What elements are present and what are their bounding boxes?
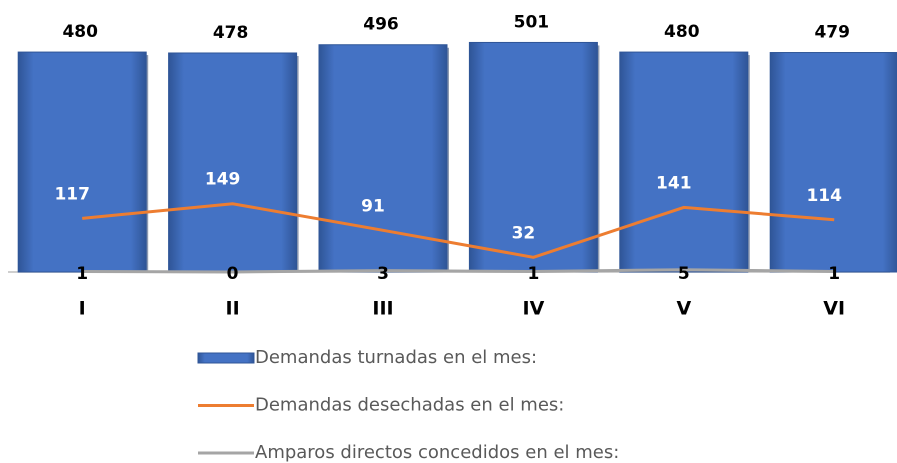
bar-value-label: 480 xyxy=(62,22,98,42)
bar xyxy=(769,52,897,273)
bar xyxy=(468,41,598,273)
legend-label: Demandas turnadas en el mes: xyxy=(255,347,537,368)
x-tick-label: V xyxy=(676,298,691,320)
line-value-label: 114 xyxy=(806,186,842,206)
line-value-label: 91 xyxy=(361,196,385,216)
x-tick-label: I xyxy=(79,298,86,320)
legend-label: Amparos directos concedidos en el mes: xyxy=(255,442,619,463)
x-tick-label: II xyxy=(226,298,240,320)
bar xyxy=(17,51,147,273)
line-value-label: 149 xyxy=(205,170,241,190)
bar xyxy=(318,44,448,273)
x-tick-label: III xyxy=(372,298,393,320)
bar-value-label: 479 xyxy=(814,23,850,43)
line-value-label: 32 xyxy=(512,223,536,243)
x-tick-label: VI xyxy=(823,298,845,320)
line-value-label: 1 xyxy=(76,264,88,284)
line-value-label: 0 xyxy=(227,264,239,284)
x-tick-label: IV xyxy=(523,298,545,320)
line-value-label: 141 xyxy=(656,173,692,193)
bar-value-label: 501 xyxy=(514,12,550,32)
line xyxy=(82,202,835,259)
line-value-label: 3 xyxy=(377,264,389,284)
bar-value-label: 480 xyxy=(664,22,700,42)
line-value-label: 1 xyxy=(527,264,539,284)
legend-label: Demandas desechadas en el mes: xyxy=(255,395,564,416)
line-value-label: 5 xyxy=(678,264,690,284)
bar-value-label: 478 xyxy=(213,23,249,43)
line-value-label: 117 xyxy=(54,184,90,204)
line xyxy=(82,268,835,274)
legend-swatch xyxy=(197,352,255,364)
bar xyxy=(168,52,298,273)
bar-value-label: 496 xyxy=(363,15,399,35)
bar xyxy=(619,51,749,273)
line-value-label: 1 xyxy=(828,264,840,284)
